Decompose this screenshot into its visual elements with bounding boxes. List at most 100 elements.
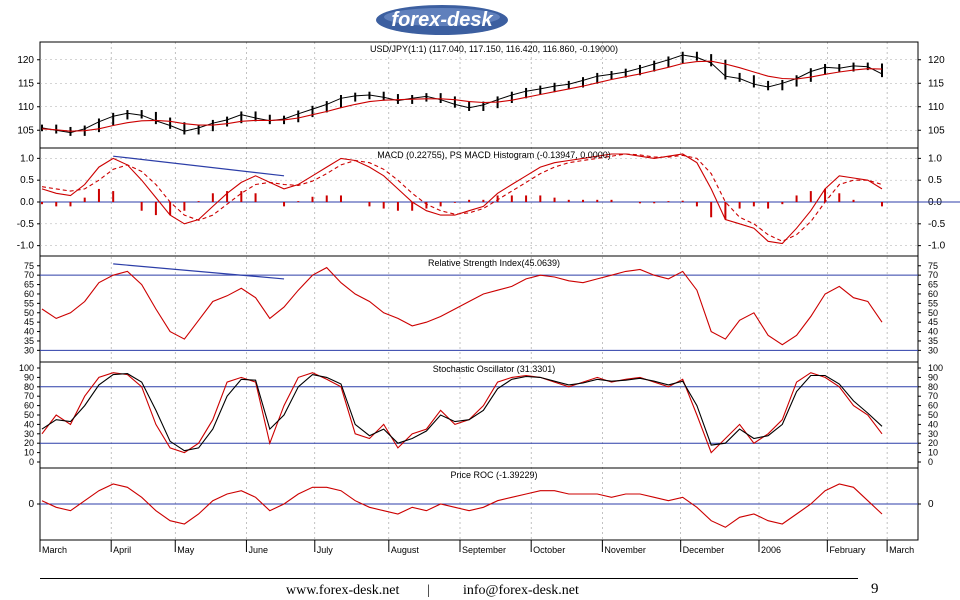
panel-5: 0 0 Price ROC (-1.39229): [28, 467, 934, 541]
y-tick-label-right: 70: [928, 270, 938, 280]
panel-title: USD/JPY(1:1) (117.040, 117.150, 116.420,…: [370, 44, 618, 54]
panel-frame: [39, 41, 919, 149]
y-tick-label-right: 110: [928, 102, 944, 113]
y-tick-label-left: 30: [24, 429, 34, 439]
y-tick-label-left: -0.5: [17, 219, 35, 230]
technical-chart: 105 105 110 110 115 115 120 120 USD/JPY(1:1) (11…: [17, 41, 960, 555]
y-tick-label-left: 70: [24, 391, 34, 401]
y-tick-label-right: -0.5: [928, 219, 946, 230]
y-tick-label-right: 60: [928, 289, 938, 299]
y-tick-label-right: 40: [928, 327, 938, 337]
footer-separator: |: [427, 583, 430, 598]
y-tick-label-left: 50: [24, 308, 34, 318]
x-tick-label: September: [462, 545, 506, 555]
forex-desk-logo: forex-desk: [376, 5, 508, 35]
y-tick-label-left: 65: [24, 280, 34, 290]
footer-email[interactable]: info@forex-desk.net: [463, 583, 579, 598]
y-tick-label-right: 70: [928, 391, 938, 401]
x-tick-label: March: [889, 545, 914, 555]
panel-title: MACD (0.22755), PS MACD Histogram (-0.13…: [377, 150, 611, 160]
panel-title: Relative Strength Index(45.0639): [428, 258, 560, 268]
y-tick-label-right: 80: [928, 382, 938, 392]
y-tick-label-right: -1.0: [928, 241, 946, 252]
panel-title: Stochastic Oscillator (31.3301): [433, 364, 556, 374]
y-tick-label-right: 50: [928, 410, 938, 420]
y-tick-label-right: 120: [928, 55, 945, 66]
y-tick-label-left: 0: [28, 499, 34, 510]
y-tick-label-left: 90: [24, 372, 34, 382]
y-tick-label-right: 45: [928, 317, 938, 327]
y-tick-label-left: 100: [19, 363, 34, 373]
x-tick-label: October: [533, 545, 565, 555]
y-tick-label-left: 75: [24, 261, 34, 271]
y-tick-label-right: 40: [928, 419, 938, 429]
panel-title: Price ROC (-1.39229): [450, 470, 537, 480]
y-tick-label-left: 0.0: [20, 197, 34, 208]
y-tick-label-left: 55: [24, 298, 34, 308]
y-tick-label-left: 80: [24, 382, 34, 392]
x-tick-label: December: [683, 545, 725, 555]
y-tick-label-right: 100: [928, 363, 943, 373]
x-tick-label: 2006: [761, 545, 781, 555]
series-line-1: [41, 54, 883, 134]
y-tick-label-left: 10: [24, 448, 34, 458]
panel-1: 105 105 110 110 115 115 120 120 USD/JPY(1:1) (11…: [17, 41, 945, 149]
x-axis: March April May June July August September Octo…: [39, 539, 918, 555]
x-tick-label: April: [113, 545, 131, 555]
x-tick-label: February: [829, 545, 866, 555]
y-tick-label-left: 35: [24, 336, 34, 346]
trend-line: [113, 263, 285, 280]
x-tick-label: November: [604, 545, 646, 555]
y-tick-label-right: 105: [928, 125, 945, 136]
y-tick-label-right: 65: [928, 280, 938, 290]
y-tick-label-right: 20: [928, 438, 938, 448]
page-footer: www.forex-desk.net | info@forex-desk.net…: [0, 578, 960, 600]
x-tick-label: May: [177, 545, 195, 555]
y-tick-label-left: 0: [29, 457, 34, 467]
x-tick-label: August: [391, 545, 420, 555]
y-tick-label-right: 30: [928, 345, 938, 355]
y-tick-label-right: 0: [928, 457, 933, 467]
footer-rule: [40, 578, 858, 579]
panel-frame: [39, 255, 919, 363]
series-line-1: [41, 372, 883, 454]
y-tick-label-right: 75: [928, 261, 938, 271]
y-tick-label-right: 0.5: [928, 175, 942, 186]
series-line-2: [41, 60, 883, 132]
y-tick-label-right: 30: [928, 429, 938, 439]
y-tick-label-right: 0: [928, 499, 934, 510]
series-line-1: [41, 153, 883, 245]
x-tick-label: July: [317, 545, 334, 555]
x-tick-label: June: [248, 545, 268, 555]
y-tick-label-left: 60: [24, 289, 34, 299]
series-line-2: [41, 153, 883, 242]
footer-website[interactable]: www.forex-desk.net: [286, 583, 400, 598]
x-tick-label: March: [42, 545, 67, 555]
y-tick-label-right: 115: [928, 78, 944, 89]
y-tick-label-left: 60: [24, 401, 34, 411]
y-tick-label-right: 90: [928, 372, 938, 382]
logo-text: forex-desk: [391, 9, 493, 31]
y-tick-label-right: 1.0: [928, 153, 942, 164]
y-tick-label-left: 105: [17, 125, 34, 136]
y-tick-label-left: 0.5: [20, 175, 34, 186]
y-tick-label-left: 110: [18, 102, 34, 113]
y-tick-label-left: -1.0: [17, 241, 35, 252]
y-tick-label-left: 40: [24, 419, 34, 429]
y-tick-label-left: 70: [24, 270, 34, 280]
y-tick-label-right: 55: [928, 298, 938, 308]
series-line-2: [41, 373, 883, 452]
trend-line: [113, 155, 285, 177]
y-tick-label-right: 60: [928, 401, 938, 411]
series-line-1: [41, 483, 883, 528]
y-tick-label-left: 20: [24, 438, 34, 448]
y-tick-label-right: 50: [928, 308, 938, 318]
y-tick-label-left: 120: [17, 55, 34, 66]
y-tick-label-left: 1.0: [20, 153, 34, 164]
y-tick-label-right: 35: [928, 336, 938, 346]
y-tick-label-left: 45: [24, 317, 34, 327]
y-tick-label-left: 30: [24, 345, 34, 355]
